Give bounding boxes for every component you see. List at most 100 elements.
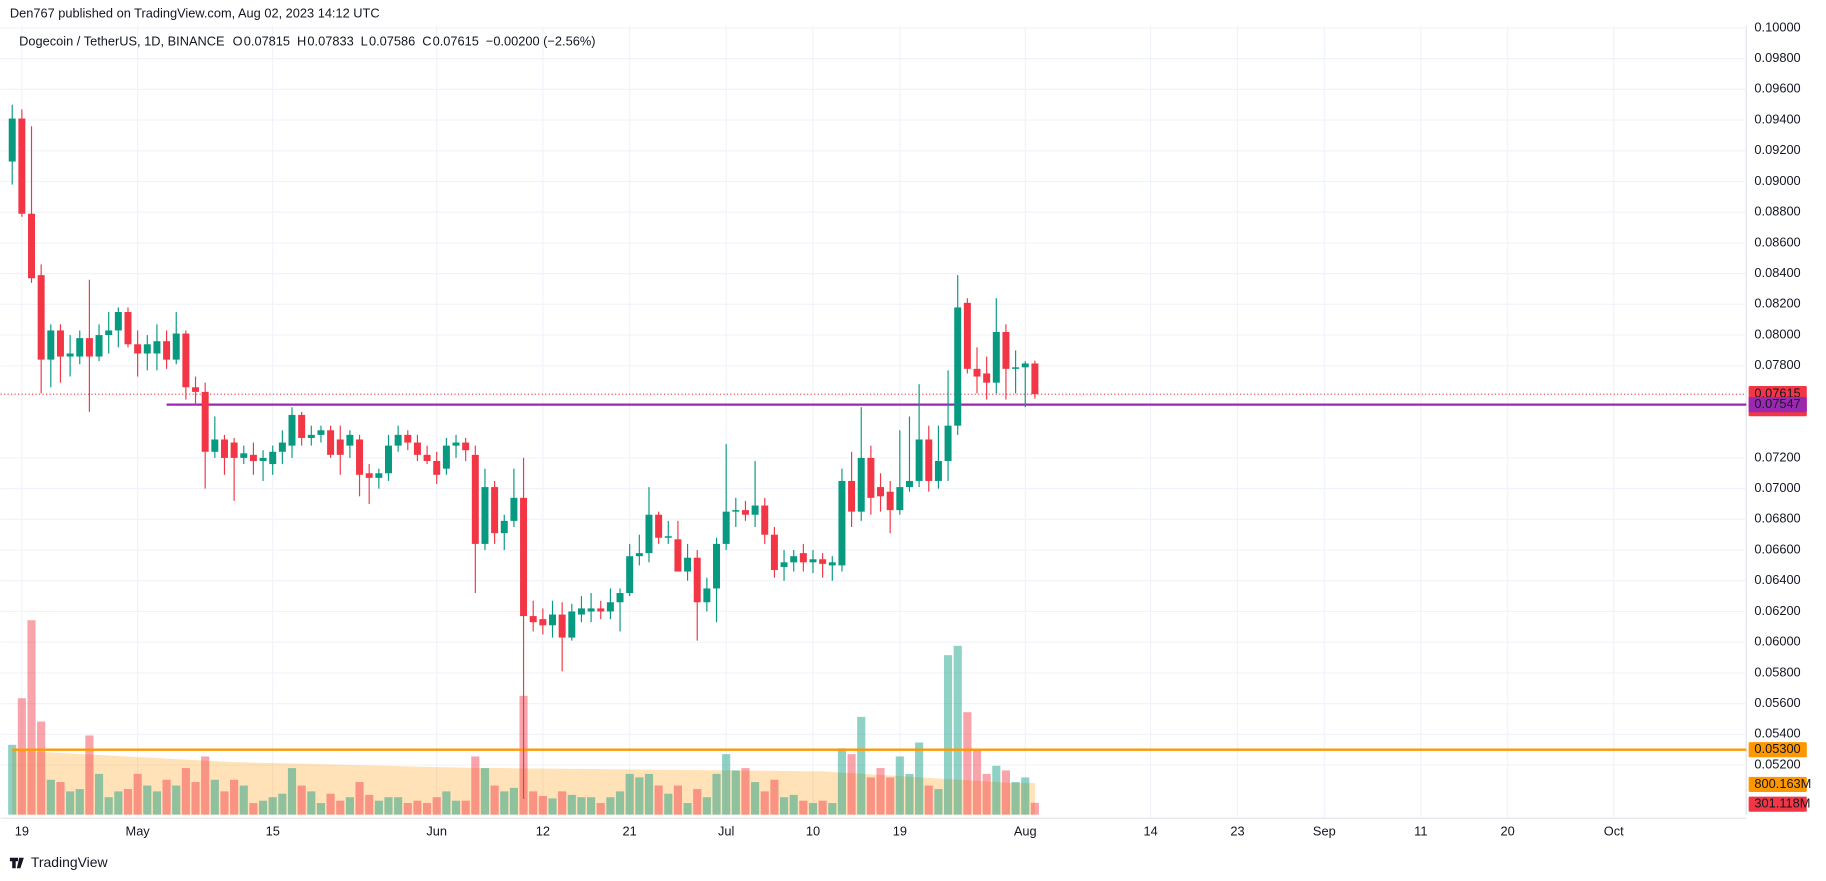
volume-bar <box>558 791 567 815</box>
y-tick-label: 0.08800 <box>1754 204 1800 219</box>
x-tick-label: Oct <box>1604 823 1624 838</box>
candle-body <box>703 588 711 603</box>
candle-body <box>278 442 286 452</box>
candle-body <box>770 534 778 571</box>
candle-body <box>751 505 759 515</box>
volume-bar <box>731 770 740 815</box>
y-tick-label: 0.08400 <box>1754 265 1800 280</box>
candle-body <box>124 312 132 345</box>
volume-bar <box>172 785 181 815</box>
x-tick-label: 19 <box>15 823 29 838</box>
candle-body <box>114 312 122 331</box>
volume-bar <box>114 791 123 815</box>
candle-body <box>877 487 885 497</box>
x-tick-label: 19 <box>893 823 907 838</box>
volume-bar <box>635 777 644 815</box>
volume-bar <box>905 773 914 815</box>
candle-body <box>568 611 576 638</box>
volume-label: 301.118M <box>1754 796 1810 811</box>
volume-bar <box>538 796 547 815</box>
volume-bar <box>943 655 953 815</box>
x-tick-label: Jun <box>426 823 447 838</box>
candle-body <box>992 331 1000 383</box>
candle-body <box>549 614 556 626</box>
volume-bar <box>857 716 866 815</box>
candle-body <box>606 602 614 612</box>
volume-bar <box>104 797 113 815</box>
volume-bar <box>654 785 663 815</box>
volume-bar <box>972 750 982 815</box>
candle-body <box>66 353 74 357</box>
candle-body <box>963 302 971 369</box>
volume-bar <box>529 791 538 815</box>
ohlc-label: O <box>233 33 243 48</box>
candle-body <box>47 330 55 360</box>
ohlc-label: C <box>422 33 431 48</box>
candle-body <box>722 511 730 544</box>
candle-body <box>973 368 981 377</box>
ohlc-label: L <box>361 33 368 48</box>
candle-body <box>635 553 643 557</box>
candle-body <box>790 556 798 563</box>
y-tick-label: 0.05400 <box>1754 726 1800 741</box>
publisher-note: Den767 published on TradingView.com, Aug… <box>10 5 380 20</box>
level-label: 0.05300 <box>1754 741 1800 756</box>
volume-bar <box>982 773 991 815</box>
volume-bar <box>934 789 943 815</box>
volume-bar <box>249 803 258 815</box>
volume-bar <box>123 789 133 815</box>
volume-bar <box>693 789 702 815</box>
candle-body <box>307 434 315 438</box>
volume-bar <box>133 773 142 815</box>
volume-bar <box>567 794 576 815</box>
candle-body <box>18 118 26 214</box>
candle-body <box>346 434 354 446</box>
x-tick-label: Sep <box>1313 823 1336 838</box>
volume-bar <box>162 779 171 815</box>
candle-body <box>520 497 528 617</box>
volume-bar <box>46 779 55 815</box>
volume-bar <box>287 768 297 815</box>
ohlc-value: 0.07833 <box>307 33 353 48</box>
y-tick-label: 0.08000 <box>1754 326 1800 341</box>
volume-bar <box>403 803 412 815</box>
candle-body <box>857 457 865 512</box>
candle-body <box>413 442 421 455</box>
candle-body <box>838 480 846 566</box>
y-tick-label: 0.08200 <box>1754 296 1800 311</box>
candle-body <box>230 442 238 458</box>
candle-body <box>896 487 904 511</box>
volume-bar <box>17 698 26 815</box>
volume-bar <box>94 773 104 815</box>
volume-bar <box>779 797 789 815</box>
candle-body <box>394 434 402 446</box>
volume-ma-label: 800.163M <box>1754 776 1811 791</box>
brand-logo <box>9 857 24 869</box>
y-tick-label: 0.05800 <box>1754 664 1800 679</box>
volume-bar <box>770 779 779 815</box>
candle-body <box>182 333 190 388</box>
candle-body <box>192 387 200 392</box>
candle-body <box>298 414 306 438</box>
x-tick-label: 10 <box>806 823 820 838</box>
candle-body <box>211 439 219 452</box>
y-tick-label: 0.09000 <box>1754 173 1800 188</box>
candle-body <box>693 557 701 603</box>
candle-body <box>510 497 518 521</box>
candle-body <box>655 514 663 538</box>
volume-bar <box>8 744 17 815</box>
y-tick-label: 0.09200 <box>1754 142 1800 157</box>
candle-body <box>356 439 364 475</box>
candle-body <box>558 614 566 638</box>
volume-bar <box>345 797 354 815</box>
x-tick-label: 11 <box>1414 823 1427 838</box>
candle-body <box>481 487 489 544</box>
ohlc-value: 0.07615 <box>433 33 479 48</box>
y-tick-label: 0.05200 <box>1754 756 1800 771</box>
y-tick-label: 0.06800 <box>1754 511 1800 526</box>
y-tick-label: 0.05600 <box>1754 695 1800 710</box>
volume-bar <box>673 785 682 815</box>
volume-bar <box>239 785 248 815</box>
volume-bar <box>423 803 432 815</box>
candle-body <box>741 510 749 515</box>
